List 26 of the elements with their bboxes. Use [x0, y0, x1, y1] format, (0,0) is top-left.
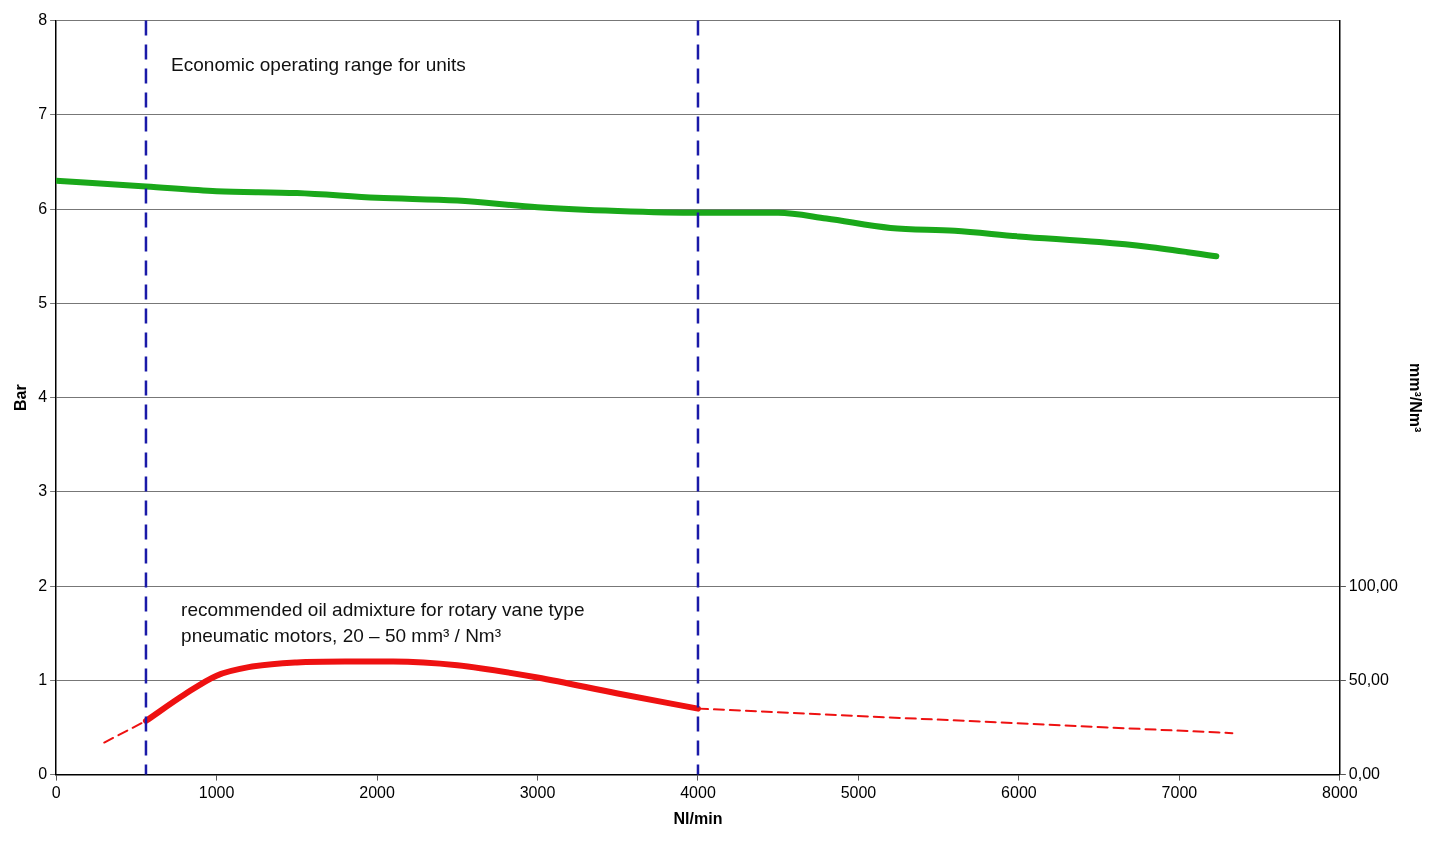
- y2-axis-title: mm³/Nm³: [1406, 362, 1424, 433]
- y-tick-label: 1: [38, 670, 48, 688]
- y-tick-label: 2: [38, 576, 48, 594]
- y2-tick-label: 100,00: [1348, 576, 1398, 594]
- annotation: recommended oil admixture for rotary vane type pneumatic motors, 20 – 50 mm³ / Nm³: [181, 598, 585, 646]
- y-tick-label: 0: [38, 765, 48, 783]
- y-tick-label: 7: [38, 105, 48, 123]
- x-tick-label: 2000: [359, 783, 395, 801]
- x-tick-label: 3000: [519, 783, 556, 801]
- x-tick-label: 1000: [198, 783, 235, 801]
- y-tick-label: 8: [38, 11, 48, 29]
- x-tick-label: 7000: [1161, 783, 1198, 801]
- y2-tick-label: 0,00: [1348, 765, 1381, 783]
- y-tick-label: 4: [38, 388, 48, 406]
- y2-tick-label: 50,00: [1348, 670, 1389, 688]
- x-tick-label: 8000: [1322, 783, 1358, 801]
- y-axis-title: Bar: [12, 384, 30, 411]
- x-tick-label: 4000: [680, 783, 716, 801]
- y-tick-label: 3: [38, 482, 48, 500]
- x-tick-label: 5000: [840, 783, 877, 801]
- y-tick-label: 5: [38, 293, 48, 311]
- x-tick-label: 6000: [1001, 783, 1037, 801]
- annotation: Economic operating range for units: [171, 53, 466, 75]
- x-axis-title: Nl/min: [673, 809, 723, 827]
- y-tick-label: 6: [38, 199, 48, 217]
- x-tick-label: 0: [51, 783, 61, 801]
